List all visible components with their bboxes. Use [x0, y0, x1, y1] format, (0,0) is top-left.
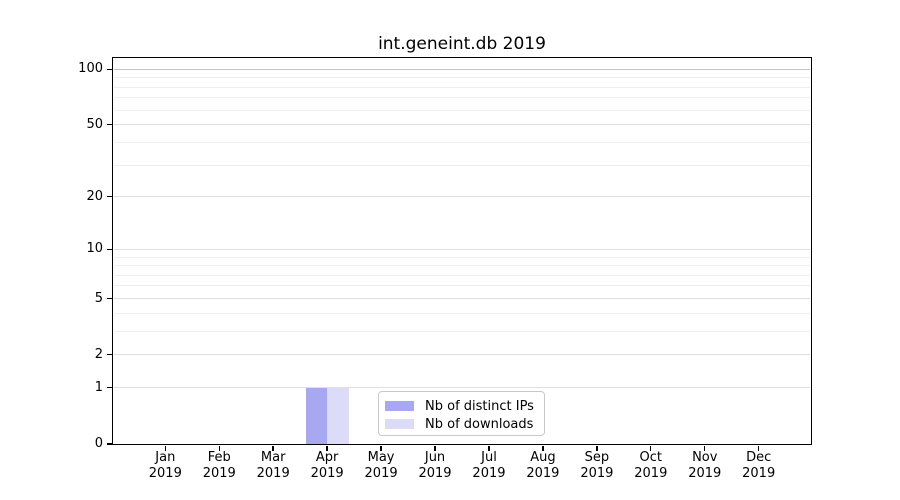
- x-tick-mark: [650, 445, 652, 451]
- x-tick-label-year: 2019: [418, 465, 452, 481]
- x-tick-mark: [542, 445, 544, 451]
- gridline-minor: [114, 274, 810, 276]
- y-tick-label: 1: [94, 379, 103, 395]
- gridline-minor: [114, 164, 810, 166]
- x-tick-mark: [488, 445, 490, 451]
- x-tick-label-month: May: [367, 450, 395, 465]
- x-tick-label-month: Jun: [424, 450, 446, 465]
- gridline-major: [114, 68, 810, 70]
- x-tick-label-month: Aug: [530, 450, 556, 465]
- x-tick-label: Nov 2019: [673, 450, 737, 481]
- x-tick-label-month: Apr: [315, 450, 339, 465]
- gridline-minor: [114, 97, 810, 99]
- legend-label: Nb of distinct IPs: [425, 398, 534, 414]
- legend-entry: Nb of distinct IPs: [379, 397, 544, 415]
- gridline-major: [114, 387, 810, 389]
- x-tick-mark: [596, 445, 598, 451]
- legend-label: Nb of downloads: [425, 416, 534, 432]
- x-tick-label-month: Jan: [155, 450, 176, 465]
- x-tick-label: Sep 2019: [565, 450, 629, 481]
- gridline-minor: [114, 77, 810, 79]
- x-tick-mark: [272, 445, 274, 451]
- gridline-minor: [114, 285, 810, 287]
- x-tick-mark: [434, 445, 436, 451]
- gridline-minor: [114, 86, 810, 88]
- x-tick-label-year: 2019: [742, 465, 776, 481]
- x-tick-label: Feb 2019: [187, 450, 251, 481]
- x-tick-mark: [218, 445, 220, 451]
- gridline-minor: [114, 109, 810, 111]
- bar-downloads: [327, 387, 349, 444]
- x-tick-label: Aug 2019: [511, 450, 575, 481]
- gridline-minor: [114, 265, 810, 267]
- y-tick-mark: [106, 387, 112, 389]
- x-tick-label: Jul 2019: [457, 450, 521, 481]
- x-tick-label: Dec 2019: [727, 450, 791, 481]
- x-tick-label: Jun 2019: [403, 450, 467, 481]
- x-tick-label-month: Nov: [692, 450, 718, 465]
- legend: Nb of distinct IPs Nb of downloads: [378, 391, 545, 436]
- gridline-major: [114, 298, 810, 299]
- y-tick-mark: [106, 297, 112, 300]
- y-tick-mark: [106, 443, 112, 445]
- legend-swatch-downloads: [385, 419, 414, 429]
- x-tick-label-year: 2019: [526, 465, 560, 481]
- x-tick-label: Jan 2019: [133, 450, 197, 481]
- x-tick-mark: [164, 445, 166, 451]
- x-tick-label-month: Oct: [639, 450, 663, 465]
- x-tick-label-year: 2019: [634, 465, 668, 481]
- x-tick-label: Oct 2019: [619, 450, 683, 481]
- y-tick-label: 5: [94, 290, 103, 306]
- gridline-major: [114, 354, 810, 356]
- gridline-major: [114, 196, 810, 198]
- x-tick-label-year: 2019: [472, 465, 506, 481]
- x-tick-label-year: 2019: [148, 465, 182, 481]
- y-tick-label: 100: [78, 61, 103, 77]
- gridline-major: [114, 124, 810, 126]
- x-tick-label-year: 2019: [202, 465, 236, 481]
- x-tick-label-month: Feb: [207, 450, 231, 465]
- y-tick-mark: [106, 354, 112, 356]
- x-tick-label: May 2019: [349, 450, 413, 481]
- gridline-minor: [114, 256, 810, 258]
- y-tick-mark: [106, 124, 112, 126]
- x-tick-label: Mar 2019: [241, 450, 305, 481]
- x-tick-label-year: 2019: [310, 465, 344, 481]
- chart-title: int.geneint.db 2019: [378, 34, 546, 54]
- x-tick-mark: [380, 445, 382, 451]
- x-tick-mark: [704, 445, 706, 451]
- gridline-minor: [114, 312, 810, 314]
- x-tick-label-month: Sep: [584, 450, 610, 465]
- x-tick-label-month: Jul: [481, 450, 497, 465]
- bar-distinct-ips: [305, 387, 328, 444]
- gridline-minor: [114, 141, 810, 143]
- x-tick-label-month: Dec: [746, 450, 772, 465]
- y-tick-mark: [106, 248, 112, 250]
- x-tick-label-year: 2019: [364, 465, 398, 481]
- legend-swatch-distinct-ips: [385, 401, 414, 411]
- x-tick-label: Apr 2019: [295, 450, 359, 481]
- legend-entry: Nb of downloads: [379, 415, 544, 433]
- y-tick-label: 2: [94, 346, 103, 362]
- y-tick-mark: [106, 196, 112, 198]
- y-tick-label: 10: [86, 241, 103, 257]
- x-tick-label-year: 2019: [688, 465, 722, 481]
- x-tick-label-month: Mar: [260, 450, 286, 465]
- y-tick-mark: [106, 68, 112, 70]
- y-tick-label: 0: [94, 436, 103, 451]
- x-tick-label-year: 2019: [256, 465, 290, 481]
- x-tick-label-year: 2019: [580, 465, 614, 481]
- x-tick-mark: [326, 445, 328, 451]
- x-tick-mark: [758, 445, 760, 451]
- y-tick-label: 50: [86, 116, 103, 132]
- gridline-minor: [114, 330, 810, 332]
- y-tick-label: 20: [86, 188, 103, 204]
- gridline-major: [114, 248, 810, 250]
